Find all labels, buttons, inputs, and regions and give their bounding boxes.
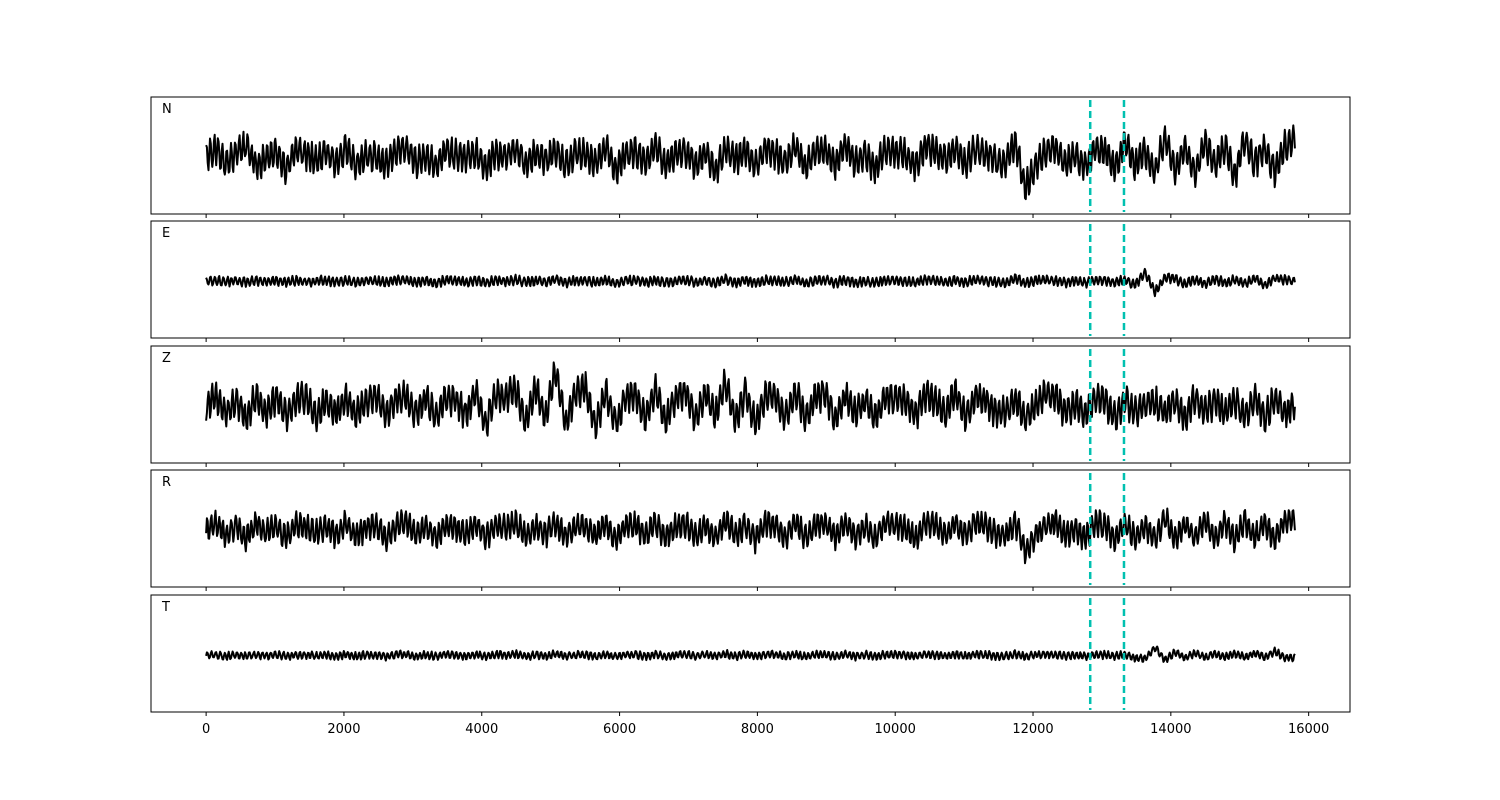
waveform-r bbox=[205, 507, 1296, 565]
panel-label: Z bbox=[162, 351, 171, 366]
x-tick-label: 4000 bbox=[465, 722, 498, 737]
panel-r: R bbox=[150, 469, 1351, 591]
waveform-n bbox=[205, 124, 1296, 201]
waveform-t bbox=[205, 645, 1296, 663]
panel-frame bbox=[150, 96, 1351, 215]
x-tick-label: 8000 bbox=[741, 722, 774, 737]
panel-label: N bbox=[162, 102, 172, 117]
panel-frame bbox=[150, 345, 1351, 464]
panel-frame bbox=[150, 469, 1351, 588]
panels-layer: N E Z R T bbox=[150, 96, 1351, 716]
waveform-z bbox=[205, 361, 1296, 440]
x-tick-label: 14000 bbox=[1150, 722, 1191, 737]
x-tick-label: 12000 bbox=[1012, 722, 1053, 737]
waveform-e bbox=[205, 267, 1296, 298]
panel-label: T bbox=[161, 600, 170, 615]
x-tick-label: 6000 bbox=[603, 722, 636, 737]
x-tick-label: 16000 bbox=[1288, 722, 1329, 737]
panel-label: E bbox=[162, 226, 170, 241]
x-axis: 0 2000 4000 6000 8000 10000 12000 14000 16000 bbox=[202, 722, 1329, 737]
panel-frame bbox=[150, 220, 1351, 339]
panel-e: E bbox=[150, 220, 1351, 342]
panel-frame bbox=[150, 594, 1351, 713]
panel-label: R bbox=[162, 475, 171, 490]
panel-z: Z bbox=[150, 345, 1351, 467]
panel-t: T bbox=[150, 594, 1351, 716]
x-tick-label: 2000 bbox=[327, 722, 360, 737]
x-tick-label: 0 bbox=[202, 722, 210, 737]
panel-n: N bbox=[150, 96, 1351, 218]
x-tick-label: 10000 bbox=[875, 722, 916, 737]
